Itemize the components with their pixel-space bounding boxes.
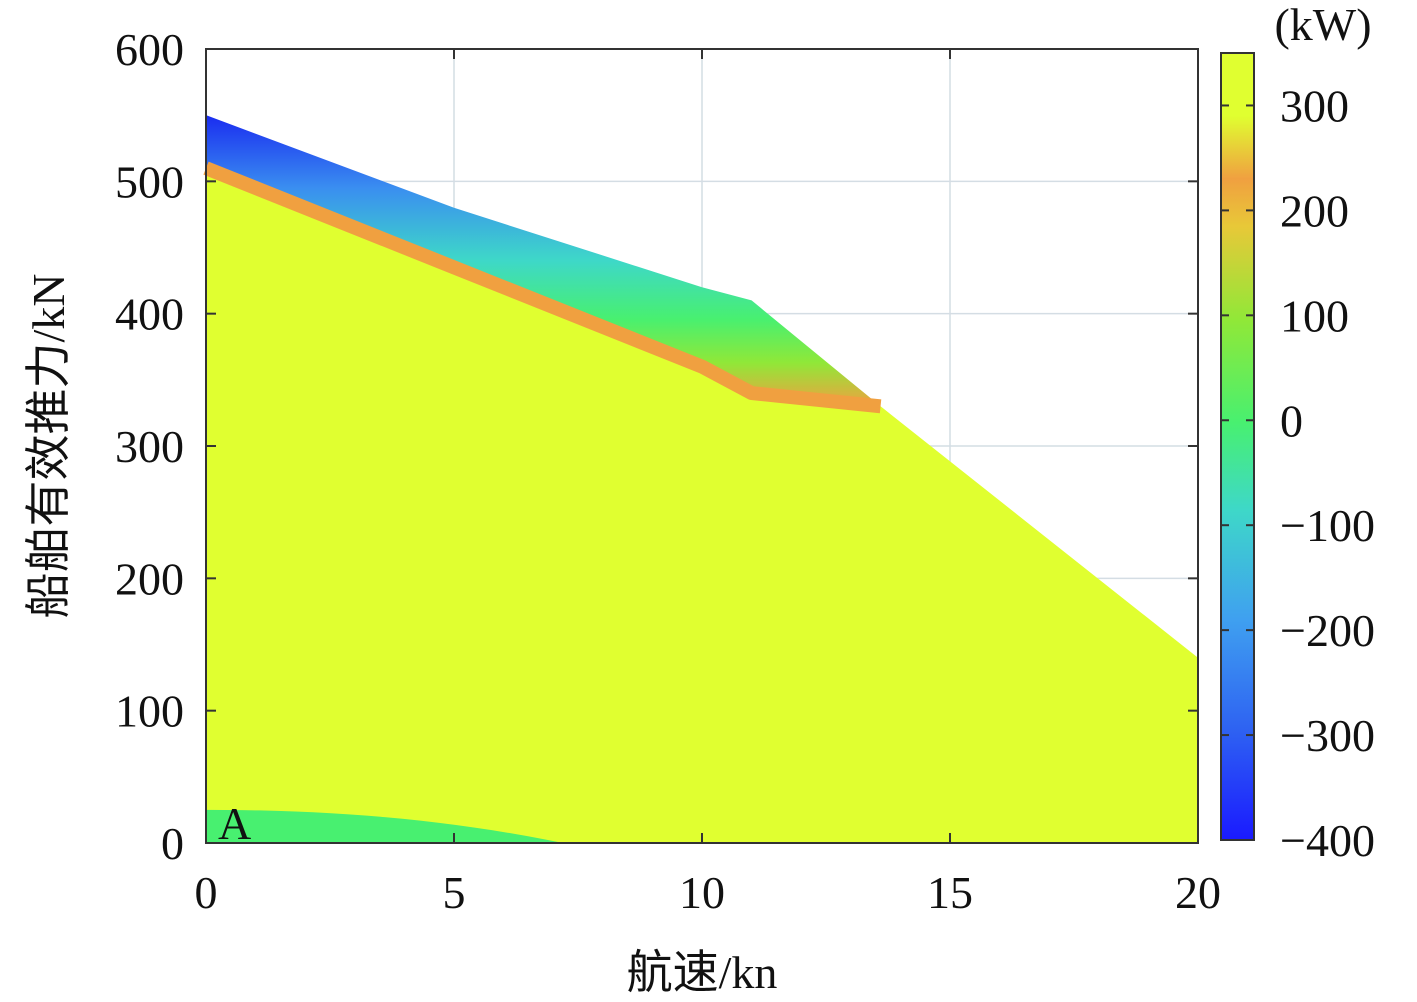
- colorbar: [1220, 52, 1255, 841]
- power-gradient-band: [206, 115, 881, 407]
- colorbar-tick-label: −400: [1280, 815, 1375, 866]
- y-axis-label: 船舶有效推力/kN: [23, 274, 74, 619]
- y-axis: 0 100 200 300 400 500 600: [115, 24, 1198, 869]
- y-tick-label: 0: [161, 818, 184, 869]
- colorbar-tick-label: −300: [1280, 710, 1375, 761]
- colorbar-tick-label: 0: [1280, 395, 1303, 446]
- max-power-edge: [203, 161, 882, 414]
- colorbar-tick-label: −200: [1280, 605, 1375, 656]
- colorbar-tick-label: 100: [1280, 290, 1349, 341]
- x-axis-label: 航速/kn: [627, 947, 778, 998]
- x-tick-label: 15: [927, 867, 973, 918]
- y-tick-label: 200: [115, 553, 184, 604]
- x-axis: 0 5 10 15 20: [195, 49, 1221, 918]
- colorbar-tick-label: 300: [1280, 80, 1349, 131]
- y-tick-label: 500: [115, 156, 184, 207]
- x-tick-label: 20: [1175, 867, 1221, 918]
- y-tick-label: 100: [115, 686, 184, 737]
- y-tick-label: 400: [115, 289, 184, 340]
- y-tick-label: 300: [115, 421, 184, 472]
- colorbar-ticks: −400 −300 −200 −100 0 100 200 300: [1221, 80, 1375, 866]
- colorbar-unit: (kW): [1274, 0, 1371, 50]
- x-tick-label: 10: [679, 867, 725, 918]
- x-tick-label: 5: [443, 867, 466, 918]
- plateau-region: [206, 168, 1198, 844]
- y-tick-label: 600: [115, 24, 184, 75]
- colorbar-tick-label: −100: [1280, 500, 1375, 551]
- colorbar-tick-label: 200: [1280, 185, 1349, 236]
- region-a-area: [206, 809, 564, 843]
- x-tick-label: 0: [195, 867, 218, 918]
- region-a-label: A: [218, 798, 251, 849]
